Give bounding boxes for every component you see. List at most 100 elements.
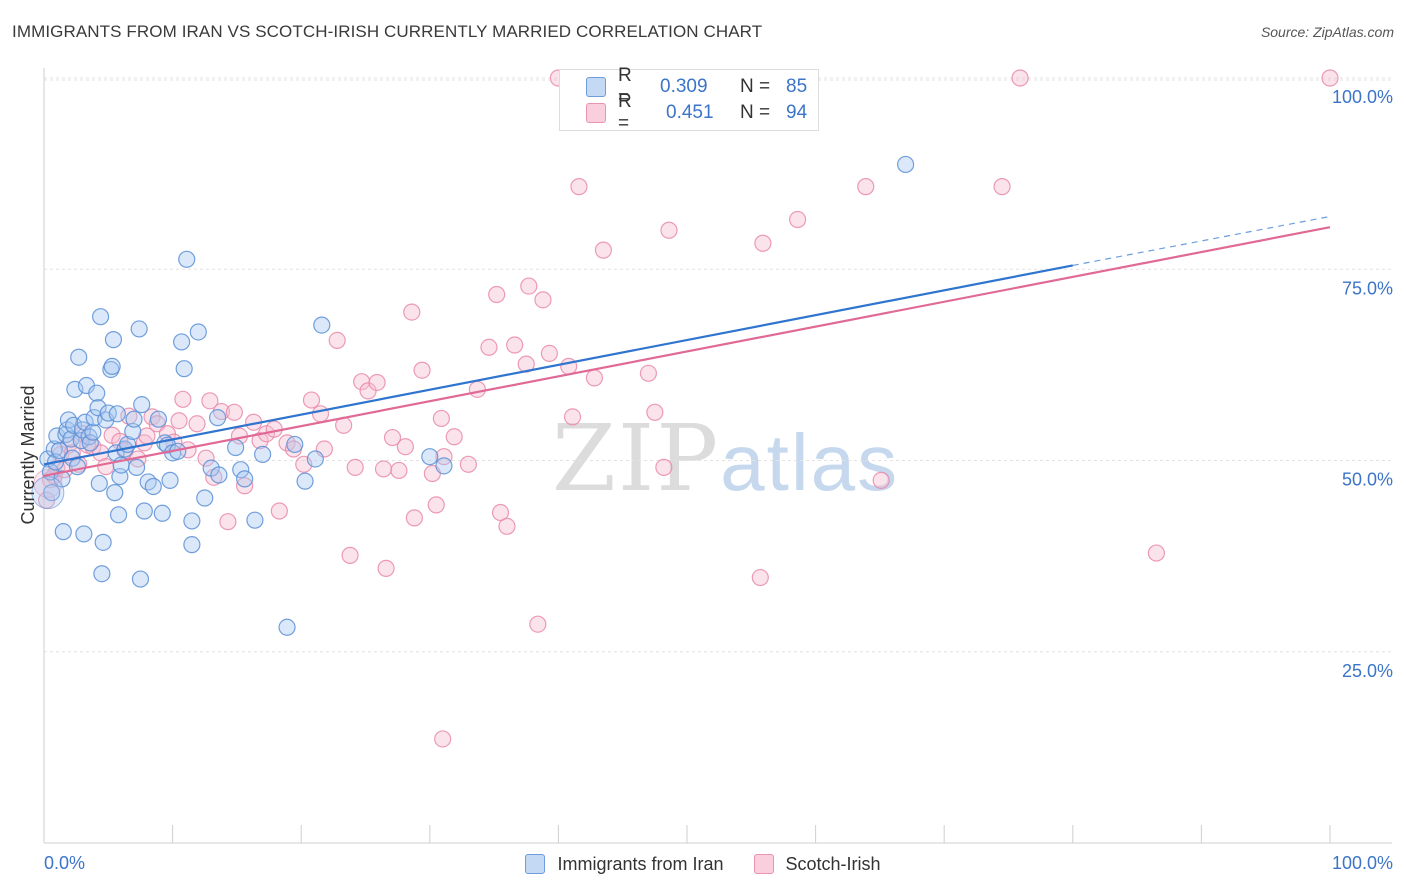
point-iran	[53, 470, 71, 488]
point-scotch-irish	[396, 438, 414, 456]
point-iran	[89, 399, 107, 417]
y-tick-label: 75.0%	[1342, 278, 1393, 298]
point-scotch-irish	[872, 471, 890, 489]
point-scotch-irish	[529, 615, 547, 633]
point-scotch-irish	[520, 277, 538, 295]
point-scotch-irish	[341, 546, 359, 564]
series-legend: Immigrants from Iran Scotch-Irish	[0, 852, 1406, 876]
correlation-legend: R = 0.309 N = 85 R = 0.451 N = 94	[559, 65, 819, 134]
point-scotch-irish	[594, 241, 613, 259]
legend-swatch-iran	[525, 854, 546, 874]
point-iran	[296, 472, 314, 490]
point-iran	[91, 308, 110, 326]
point-iran	[286, 435, 304, 454]
point-iran	[131, 570, 150, 588]
point-scotch-irish	[570, 178, 588, 196]
point-scotch-irish	[655, 458, 673, 476]
point-scotch-irish	[540, 344, 558, 362]
legend-n-label: N =	[740, 102, 771, 123]
point-scotch-irish	[311, 405, 330, 423]
point-scotch-irish	[468, 380, 486, 398]
legend-r-value: 0.451	[666, 102, 714, 123]
point-iran	[88, 384, 106, 402]
point-scotch-irish	[225, 403, 243, 421]
point-iran	[149, 410, 168, 428]
legend-item-scotch-irish[interactable]: Scotch-Irish	[753, 852, 881, 876]
point-iran	[232, 461, 250, 479]
point-iran	[278, 618, 296, 636]
point-scotch-irish	[488, 285, 506, 304]
point-scotch-irish	[390, 461, 408, 480]
point-scotch-irish	[403, 303, 421, 321]
point-scotch-irish	[188, 415, 206, 433]
legend-r-label: R =	[618, 91, 632, 134]
point-scotch-irish	[174, 390, 192, 408]
point-scotch-irish	[346, 458, 364, 476]
watermark-zip: ZIP	[552, 405, 721, 512]
points-scotch-irish	[33, 69, 1339, 748]
legend-item-iran[interactable]: Immigrants from Iran	[525, 852, 724, 876]
y-tick-label: 25.0%	[1342, 661, 1393, 681]
point-iran	[178, 250, 196, 268]
point-scotch-irish	[459, 455, 477, 473]
point-iran	[81, 434, 99, 452]
point-scotch-irish	[646, 403, 664, 421]
point-iran	[108, 405, 126, 423]
point-scotch-irish	[170, 412, 188, 430]
point-scotch-irish	[480, 338, 498, 356]
point-scotch-irish	[197, 449, 215, 467]
point-iran	[125, 410, 143, 428]
legend-n-value: 94	[786, 102, 808, 123]
x-tick-label-min: 0.0%	[44, 853, 85, 873]
point-scotch-irish	[751, 568, 769, 587]
point-iran	[75, 525, 93, 543]
point-scotch-irish	[302, 391, 321, 409]
legend-row-iran: R = 0.309 N = 85	[586, 65, 807, 108]
point-scotch-irish	[639, 364, 658, 382]
point-iran	[94, 533, 112, 551]
point-iran	[127, 458, 146, 476]
point-iran	[103, 357, 121, 376]
source-label: Source: ZipAtlas.com	[1260, 24, 1394, 40]
point-scotch-irish	[328, 331, 346, 349]
chart-title: IMMIGRANTS FROM IRAN VS SCOTCH-IRISH CUR…	[12, 22, 763, 41]
legend-n-label: N =	[740, 76, 771, 97]
legend-swatch-iran	[586, 77, 606, 97]
point-iran	[43, 484, 61, 502]
point-iran	[236, 470, 254, 488]
point-iran	[209, 409, 227, 427]
point-iran	[161, 471, 179, 489]
point-iran	[68, 458, 87, 476]
y-tick-label: 100.0%	[1332, 87, 1393, 107]
trend-lines	[43, 215, 1331, 477]
legend-row-scotch-irish: R = 0.451 N = 94	[586, 91, 808, 134]
point-iran	[106, 484, 124, 502]
point-iran	[246, 511, 264, 529]
point-iran	[84, 423, 102, 441]
point-iran	[54, 523, 72, 541]
point-scotch-irish	[1011, 69, 1029, 87]
point-iran	[313, 316, 331, 334]
point-scotch-irish	[754, 234, 772, 252]
point-scotch-irish	[857, 178, 875, 196]
point-iran	[183, 512, 201, 530]
point-scotch-irish	[660, 221, 678, 239]
point-iran	[306, 450, 324, 468]
point-scotch-irish	[236, 477, 254, 495]
point-iran	[144, 477, 162, 496]
point-iran	[99, 404, 117, 422]
point-scotch-irish	[435, 448, 453, 466]
point-scotch-irish	[445, 428, 463, 446]
point-iran	[135, 502, 153, 520]
point-iran	[139, 473, 157, 491]
point-scotch-irish	[563, 408, 582, 426]
axes	[43, 68, 1392, 844]
point-iran	[50, 441, 69, 460]
point-iran	[897, 155, 915, 174]
y-tick-label: 50.0%	[1342, 470, 1393, 490]
point-scotch-irish	[383, 428, 402, 447]
point-scotch-irish	[1147, 544, 1165, 562]
point-scotch-irish	[368, 373, 386, 392]
point-scotch-irish	[405, 509, 423, 527]
